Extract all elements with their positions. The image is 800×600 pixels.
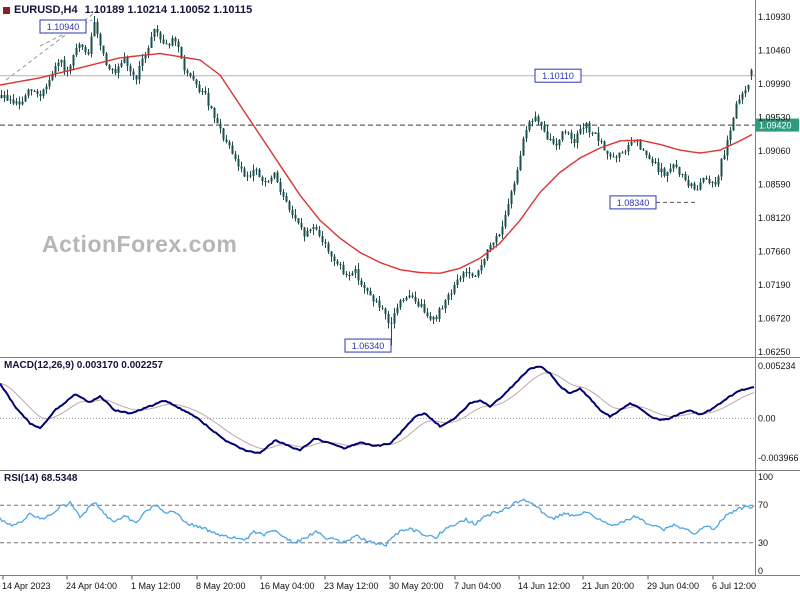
price-level-box[interactable]: 1.10940	[39, 19, 87, 34]
trendline[interactable]	[5, 10, 98, 81]
ma-line	[0, 52, 753, 275]
svg-text:1.10940: 1.10940	[47, 22, 80, 32]
price-level-box[interactable]: 1.06340	[344, 338, 392, 353]
price-axis-tag: 1.09420	[756, 118, 799, 132]
svg-text:1.08340: 1.08340	[617, 198, 650, 208]
time-axis-label: 1 May 12:00	[131, 581, 181, 591]
price-axis-label: 1.10460	[758, 46, 791, 56]
macd-axis-label: -0.003966	[758, 453, 799, 463]
symbol-timeframe-label: EURUSD,H4	[14, 4, 78, 16]
time-axis-label: 14 Apr 2023	[2, 581, 51, 591]
time-axis-label: 24 Apr 04:00	[66, 581, 117, 591]
time-axis-label: 8 May 20:00	[196, 581, 246, 591]
rsi-axis-label: 0	[758, 566, 763, 576]
price-axis-label: 1.09530	[758, 113, 791, 123]
price-axis-label: 1.10930	[758, 12, 791, 22]
price-axis-label: 1.08590	[758, 180, 791, 190]
time-axis-label: 7 Jun 04:00	[454, 581, 501, 591]
candles-layer	[0, 15, 753, 346]
watermark: ActionForex.com	[42, 231, 238, 257]
price-axis-label: 1.06250	[758, 347, 791, 357]
chart-symbol-icon	[3, 7, 10, 14]
price-level-box[interactable]: 1.08340	[609, 195, 657, 210]
rsi-indicator-label: RSI(14) 68.5348	[4, 473, 78, 484]
ohlc-readout: 1.10189 1.10214 1.10052 1.10115	[84, 4, 253, 16]
price-axis-label: 1.06720	[758, 314, 791, 324]
price-axis-label: 1.09990	[758, 79, 791, 89]
time-axis-label: 6 Jul 12:00	[712, 581, 756, 591]
annotation-boxes-layer: 1.10940 1.10110 1.09420 1.08340 1.06340	[39, 19, 799, 353]
macd-indicator-label: MACD(12,26,9) 0.003170 0.002257	[4, 360, 163, 371]
rsi-axis-label: 30	[758, 538, 768, 548]
time-axis-label: 30 May 20:00	[389, 581, 444, 591]
chart-title: EURUSD,H4 1.10189 1.10214 1.10052 1.10115	[14, 4, 252, 16]
price-axis-label: 1.09060	[758, 146, 791, 156]
svg-text:1.10110: 1.10110	[542, 71, 574, 81]
time-axis-label: 21 Jun 20:00	[582, 581, 634, 591]
rsi-axis-label: 100	[758, 472, 773, 482]
rsi-line	[0, 498, 755, 547]
price-axis-label: 1.07660	[758, 247, 791, 257]
time-axis-label: 16 May 04:00	[260, 581, 315, 591]
macd-line	[0, 365, 755, 455]
macd-axis-label: 0.00	[758, 413, 776, 423]
price-axis-label: 1.07190	[758, 280, 791, 290]
time-axis-label: 29 Jun 04:00	[647, 581, 699, 591]
svg-text:1.09420: 1.09420	[759, 121, 792, 131]
macd-signal-line	[0, 372, 755, 450]
price-level-box[interactable]: 1.10110	[534, 68, 582, 83]
moving-average-layer	[0, 52, 753, 275]
macd-axis-label: 0.005234	[758, 361, 796, 371]
annotation-lines-layer	[0, 10, 755, 544]
time-axis-label: 23 May 12:00	[324, 581, 379, 591]
rsi-axis-label: 70	[758, 500, 768, 510]
indicator-lines-layer	[0, 365, 755, 547]
price-axis-label: 1.08120	[758, 213, 791, 223]
svg-text:1.06340: 1.06340	[352, 341, 385, 351]
time-axis-label: 14 Jun 12:00	[518, 581, 570, 591]
